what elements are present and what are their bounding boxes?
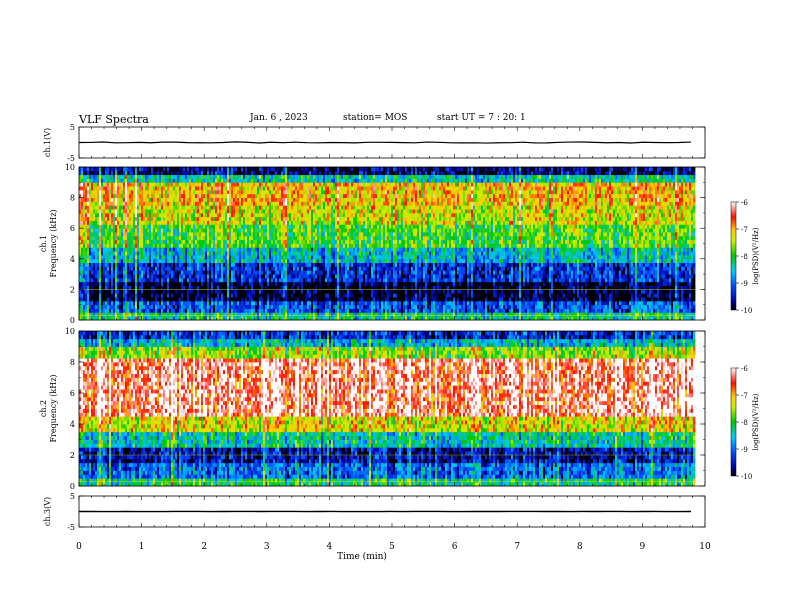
ch1-waveform-line <box>79 142 691 143</box>
x-tick-label: 0 <box>76 542 82 552</box>
x-tick-label: 4 <box>327 542 333 552</box>
ch1-spectrogram-ylabel-channel: ch.1 <box>39 235 48 252</box>
x-tick-label: 10 <box>699 542 711 552</box>
x-axis-label: Time (min) <box>337 551 387 562</box>
ch1-spectrogram-y-tick-label: 6 <box>70 224 75 233</box>
ch3-waveform-ylabel: ch.3(V) <box>43 497 52 526</box>
ch2-spectrogram-cbar-tick-label: -8 <box>741 419 748 427</box>
x-tick-label: 7 <box>514 542 520 552</box>
ch3-waveform-y-tick-label: 5 <box>70 492 75 501</box>
ch2-spectrogram-y-tick-label: 8 <box>70 358 75 367</box>
ch2-spectrogram-y-tick-label: 10 <box>65 327 75 336</box>
ch2-spectrogram-cbar-tick-label: -6 <box>741 365 748 373</box>
ch2-spectrogram-cbar-tick-label: -9 <box>741 446 748 454</box>
ch1-spectrogram-cbar-label: log(PSD)(V²/Hz) <box>752 227 760 284</box>
ch1-spectrogram-y-tick-label: 2 <box>70 285 75 294</box>
ch2-spectrogram-colorbar <box>731 368 736 476</box>
x-tick-label: 3 <box>264 542 270 552</box>
ch1-spectrogram-y-tick-label: 4 <box>70 255 75 264</box>
ch1-spectrogram-colorbar <box>731 202 736 310</box>
ch1-spectrogram-cbar-tick-label: -6 <box>741 199 748 207</box>
x-tick-label: 2 <box>201 542 207 552</box>
ch2-spectrogram-y-tick-label: 6 <box>70 389 75 398</box>
x-tick-label: 5 <box>389 542 395 552</box>
ch3-waveform-y-tick-label: -5 <box>67 523 75 532</box>
ch1-spectrogram-y-tick-label: 8 <box>70 194 75 203</box>
ch1-spectrogram-ylabel-frequency: Frequency (kHz) <box>49 209 58 277</box>
ch1-spectrogram-cbar-tick-label: -8 <box>741 253 748 261</box>
ch1-spectrogram-cbar-tick-label: -9 <box>741 280 748 288</box>
vlf-spectra-figure: 5 -5 ch.1(V) -6 -7 -8 -9 -10 log(PSD)(V²/Hz) 0 2 4 6… <box>0 0 792 612</box>
ch1-spectrogram-y-tick-label: 10 <box>65 163 75 172</box>
x-tick-label: 6 <box>452 542 458 552</box>
ch2-spectrogram-y-tick-label: 2 <box>70 451 75 460</box>
ch2-spectrogram-cells <box>79 331 695 486</box>
x-tick-label: 8 <box>577 542 583 552</box>
x-tick-label: 9 <box>640 542 646 552</box>
spectrogram-layer <box>79 167 695 486</box>
ch1-waveform-y-tick-label: -5 <box>67 154 75 163</box>
ch1-waveform-y-tick-label: 5 <box>70 123 75 132</box>
ch2-spectrogram-cbar-label: log(PSD)(V²/Hz) <box>752 393 760 450</box>
ch2-spectrogram-y-tick-label: 0 <box>70 482 75 491</box>
x-tick-label: 1 <box>139 542 145 552</box>
ch1-spectrogram-cbar-tick-label: -10 <box>741 307 752 315</box>
ch1-waveform-ylabel: ch.1(V) <box>43 128 52 157</box>
ch2-spectrogram-cbar-tick-label: -7 <box>741 392 748 400</box>
ch1-spectrogram-cells <box>79 167 695 320</box>
ch2-spectrogram-ylabel-channel: ch.2 <box>39 400 48 417</box>
ch2-spectrogram-y-tick-label: 4 <box>70 420 75 429</box>
ch2-spectrogram-cbar-tick-label: -10 <box>741 473 752 481</box>
ch1-spectrogram-cbar-tick-label: -7 <box>741 226 748 234</box>
ch1-spectrogram-y-tick-label: 0 <box>70 316 75 325</box>
ch2-spectrogram-ylabel-frequency: Frequency (kHz) <box>49 374 58 442</box>
